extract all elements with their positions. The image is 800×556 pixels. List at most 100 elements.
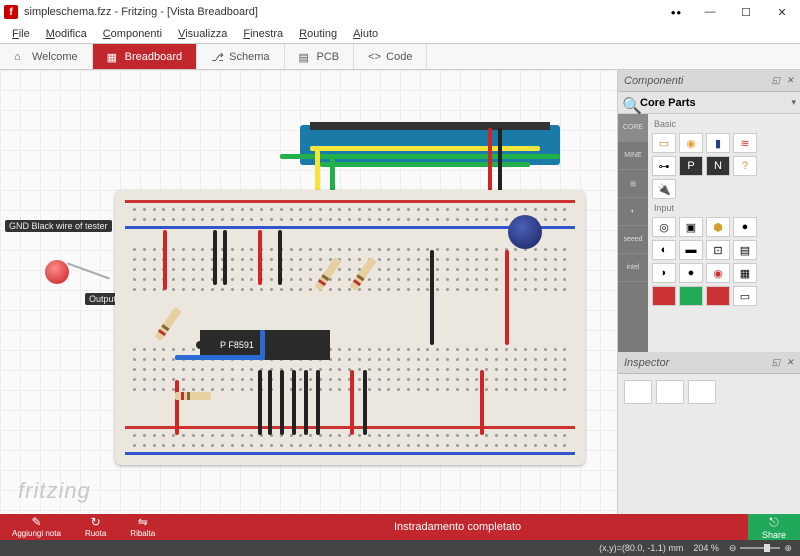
wire-black[interactable] (292, 370, 296, 435)
wire-black[interactable] (278, 230, 282, 285)
wire-black[interactable] (363, 370, 367, 435)
inspector-swatch[interactable] (656, 380, 684, 404)
part-item[interactable]: ? (733, 156, 757, 176)
capacitor[interactable] (508, 215, 542, 249)
cat-item[interactable]: ⊞ (618, 170, 648, 198)
wire-green[interactable] (280, 154, 560, 159)
zoom-controls[interactable]: ⊖ ⊕ (729, 543, 792, 554)
flip-button[interactable]: ⇋Ribalta (118, 514, 167, 540)
search-icon[interactable]: 🔍 (622, 96, 636, 110)
wire-yellow[interactable] (310, 146, 540, 151)
arduino-board[interactable] (300, 125, 560, 165)
part-item[interactable]: ● (733, 217, 757, 237)
menu-window[interactable]: Finestra (235, 26, 291, 42)
part-item[interactable] (706, 286, 730, 306)
cat-item[interactable]: ◐ (618, 198, 648, 226)
wire-red[interactable] (258, 230, 262, 285)
menu-file[interactable]: File (4, 26, 38, 42)
coordinates: (x,y)=(80.0, -1.1) mm (599, 543, 683, 553)
menubar: File Modifica Componenti Visualizza Fine… (0, 24, 800, 44)
add-note-button[interactable]: ✎Aggiungi nota (0, 514, 73, 540)
wire-black[interactable] (268, 370, 272, 435)
zoom-slider[interactable] (740, 547, 780, 549)
part-item[interactable]: ▮ (706, 133, 730, 153)
panel-close-icon[interactable]: ✕ (784, 75, 796, 87)
led[interactable] (45, 260, 69, 284)
resistor[interactable] (175, 392, 211, 400)
bottom-toolbar: ✎Aggiungi nota ↻Ruota ⇋Ribalta Instradam… (0, 514, 800, 540)
part-item[interactable]: ◉ (706, 263, 730, 283)
part-item[interactable]: ▭ (733, 286, 757, 306)
inspector-swatch[interactable] (688, 380, 716, 404)
wire-black[interactable] (213, 230, 217, 285)
menu-view[interactable]: Visualizza (170, 26, 235, 42)
wire-red[interactable] (163, 230, 167, 290)
wire-black[interactable] (258, 370, 262, 435)
part-item[interactable]: ▤ (733, 240, 757, 260)
wire-black[interactable] (304, 370, 308, 435)
btn-label: Aggiungi nota (12, 529, 61, 538)
part-item[interactable]: ⬢ (706, 217, 730, 237)
part-item[interactable]: ⊡ (706, 240, 730, 260)
note-gnd[interactable]: GND Black wire of tester (5, 220, 112, 232)
tab-breadboard[interactable]: ▦Breadboard (93, 44, 198, 69)
panel-undock-icon[interactable]: ◱ (770, 357, 782, 369)
menu-help[interactable]: Aiuto (345, 26, 386, 42)
wire-blue[interactable] (175, 355, 265, 360)
part-item[interactable]: ▦ (733, 263, 757, 283)
zoom-out-icon[interactable]: ⊖ (729, 543, 737, 554)
cat-core[interactable]: CORE (618, 114, 648, 142)
part-item[interactable]: N (706, 156, 730, 176)
cat-seeed[interactable]: seeed (618, 226, 648, 254)
rotate-button[interactable]: ↻Ruota (73, 514, 118, 540)
part-item[interactable]: ▭ (652, 133, 676, 153)
wire-red[interactable] (350, 370, 354, 435)
cat-intel[interactable]: intel (618, 254, 648, 282)
wire-blue[interactable] (260, 330, 265, 360)
wire-black[interactable] (223, 230, 227, 285)
wire-red[interactable] (175, 380, 179, 435)
part-item[interactable]: ▣ (679, 217, 703, 237)
menu-components[interactable]: Componenti (95, 26, 170, 42)
menu-routing[interactable]: Routing (291, 26, 345, 42)
wire-red[interactable] (480, 370, 484, 435)
part-item[interactable]: ◗ (652, 263, 676, 283)
part-item[interactable] (652, 286, 676, 306)
parts-grid: Basic ▭ ◉ ▮ ≋ ⊶ P N ? 🔌 Input (648, 114, 800, 352)
cat-mine[interactable]: MINE (618, 142, 648, 170)
wire-red[interactable] (505, 250, 509, 345)
maximize-button[interactable]: ☐ (728, 0, 764, 24)
wire-black[interactable] (316, 370, 320, 435)
share-button[interactable]: ⎋Share (748, 514, 800, 540)
part-item[interactable]: ⊶ (652, 156, 676, 176)
panel-undock-icon[interactable]: ◱ (770, 75, 782, 87)
part-item[interactable]: ◎ (652, 217, 676, 237)
menu-edit[interactable]: Modifica (38, 26, 95, 42)
tab-schema[interactable]: ⎇Schema (197, 44, 284, 69)
canvas[interactable]: GND Black wire of tester Output red wire… (0, 70, 618, 514)
part-item[interactable]: P (679, 156, 703, 176)
part-item[interactable]: ▬ (679, 240, 703, 260)
titlebar: f simpleschema.fzz - Fritzing - [Vista B… (0, 0, 800, 24)
close-button[interactable]: ✕ (764, 0, 800, 24)
btn-label: Ribalta (130, 529, 155, 538)
chevron-down-icon[interactable]: ▾ (791, 97, 796, 108)
tab-pcb[interactable]: ▤PCB (285, 44, 355, 69)
window-title: simpleschema.fzz - Fritzing - [Vista Bre… (24, 6, 671, 18)
tab-code[interactable]: <>Code (354, 44, 427, 69)
part-item[interactable]: 🔌 (652, 179, 676, 199)
tab-welcome[interactable]: ⌂Welcome (0, 44, 93, 69)
zoom-in-icon[interactable]: ⊕ (784, 543, 792, 554)
part-item[interactable]: ● (679, 263, 703, 283)
minimize-button[interactable]: — (692, 0, 728, 24)
part-item[interactable]: ◐ (652, 240, 676, 260)
part-item[interactable]: ◉ (679, 133, 703, 153)
panel-close-icon[interactable]: ✕ (784, 357, 796, 369)
inspector-swatch[interactable] (624, 380, 652, 404)
wire-black[interactable] (280, 370, 284, 435)
part-item[interactable] (679, 286, 703, 306)
share-icon: ⎋ (769, 515, 779, 530)
wire-black[interactable] (430, 250, 434, 345)
tab-label: Breadboard (125, 51, 183, 63)
part-item[interactable]: ≋ (733, 133, 757, 153)
